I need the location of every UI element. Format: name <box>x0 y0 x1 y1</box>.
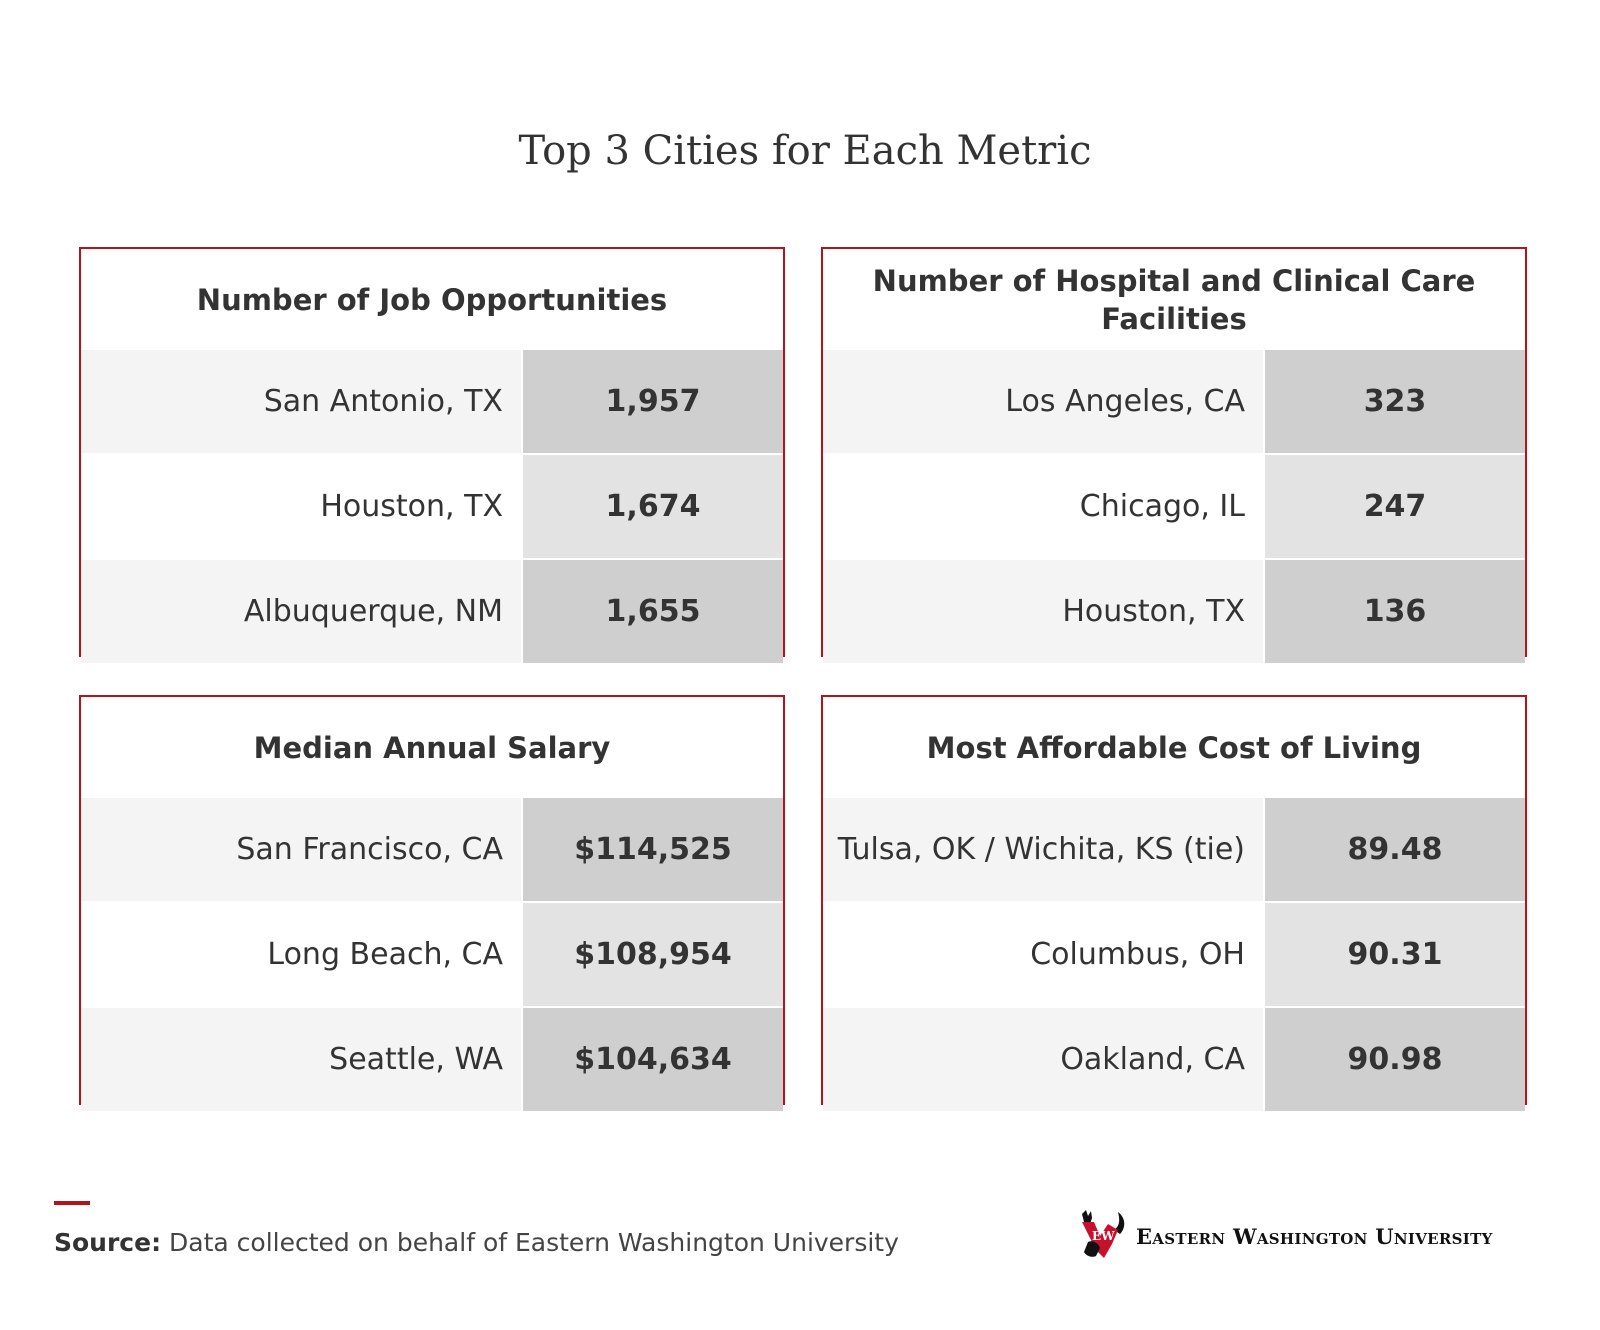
table-row: Chicago, IL 247 <box>823 453 1525 558</box>
metric-value: $114,525 <box>521 798 783 901</box>
city-name: San Francisco, CA <box>81 798 521 901</box>
table-row: San Francisco, CA $114,525 <box>81 798 783 901</box>
ewu-logo: EW Eastern Washington University <box>1078 1210 1493 1262</box>
city-name: Long Beach, CA <box>81 903 521 1006</box>
table-row: Columbus, OH 90.31 <box>823 901 1525 1006</box>
card-heading: Median Annual Salary <box>253 730 611 765</box>
city-name: Oakland, CA <box>823 1008 1263 1111</box>
city-name: Tulsa, OK / Wichita, KS (tie) <box>823 798 1263 901</box>
metric-value: 1,655 <box>521 560 783 663</box>
page-title: Top 3 Cities for Each Metric <box>518 128 1092 174</box>
city-name: Houston, TX <box>81 455 521 558</box>
city-name: Houston, TX <box>823 560 1263 663</box>
table-row: Seattle, WA $104,634 <box>81 1006 783 1111</box>
city-name: San Antonio, TX <box>81 350 521 453</box>
city-name: Los Angeles, CA <box>823 350 1263 453</box>
svg-text:EW: EW <box>1092 1229 1115 1243</box>
source-note: Source: Data collected on behalf of East… <box>54 1228 899 1257</box>
metric-card: Number of Job Opportunities San Antonio, … <box>79 247 785 663</box>
table-row: Houston, TX 1,674 <box>81 453 783 558</box>
source-text: Data collected on behalf of Eastern Wash… <box>169 1228 899 1257</box>
metric-value: 1,957 <box>521 350 783 453</box>
table-row: Tulsa, OK / Wichita, KS (tie) 89.48 <box>823 798 1525 901</box>
city-name: Chicago, IL <box>823 455 1263 558</box>
metric-value: 136 <box>1263 560 1525 663</box>
accent-divider <box>54 1201 90 1205</box>
card-heading: Number of Job Opportunities <box>196 282 668 317</box>
card-heading: Number of Hospital and Clinical Care Fac… <box>872 263 1476 336</box>
metric-value: $108,954 <box>521 903 783 1006</box>
table-row: Albuquerque, NM 1,655 <box>81 558 783 663</box>
table-row: Houston, TX 136 <box>823 558 1525 663</box>
metric-value: 90.98 <box>1263 1008 1525 1111</box>
metric-card: Median Annual Salary San Francisco, CA $11… <box>79 695 785 1111</box>
table-row: Long Beach, CA $108,954 <box>81 901 783 1006</box>
city-name: Columbus, OH <box>823 903 1263 1006</box>
metric-value: 323 <box>1263 350 1525 453</box>
city-name: Seattle, WA <box>81 1008 521 1111</box>
metric-value: $104,634 <box>521 1008 783 1111</box>
table-row: Oakland, CA 90.98 <box>823 1006 1525 1111</box>
card-heading: Most Affordable Cost of Living <box>926 730 1422 765</box>
city-name: Albuquerque, NM <box>81 560 521 663</box>
metric-value: 89.48 <box>1263 798 1525 901</box>
metric-value: 247 <box>1263 455 1525 558</box>
metric-card: Most Affordable Cost of Living Tulsa, OK … <box>821 695 1527 1111</box>
eagle-logo-icon: EW <box>1082 1210 1125 1258</box>
table-row: San Antonio, TX 1,957 <box>81 350 783 453</box>
metric-value: 90.31 <box>1263 903 1525 1006</box>
metric-card: Number of Hospital and Clinical Care Fac… <box>821 247 1527 663</box>
source-label: Source: <box>54 1228 162 1257</box>
metric-value: 1,674 <box>521 455 783 558</box>
logo-text: Eastern Washington University <box>1136 1223 1493 1249</box>
table-row: Los Angeles, CA 323 <box>823 350 1525 453</box>
